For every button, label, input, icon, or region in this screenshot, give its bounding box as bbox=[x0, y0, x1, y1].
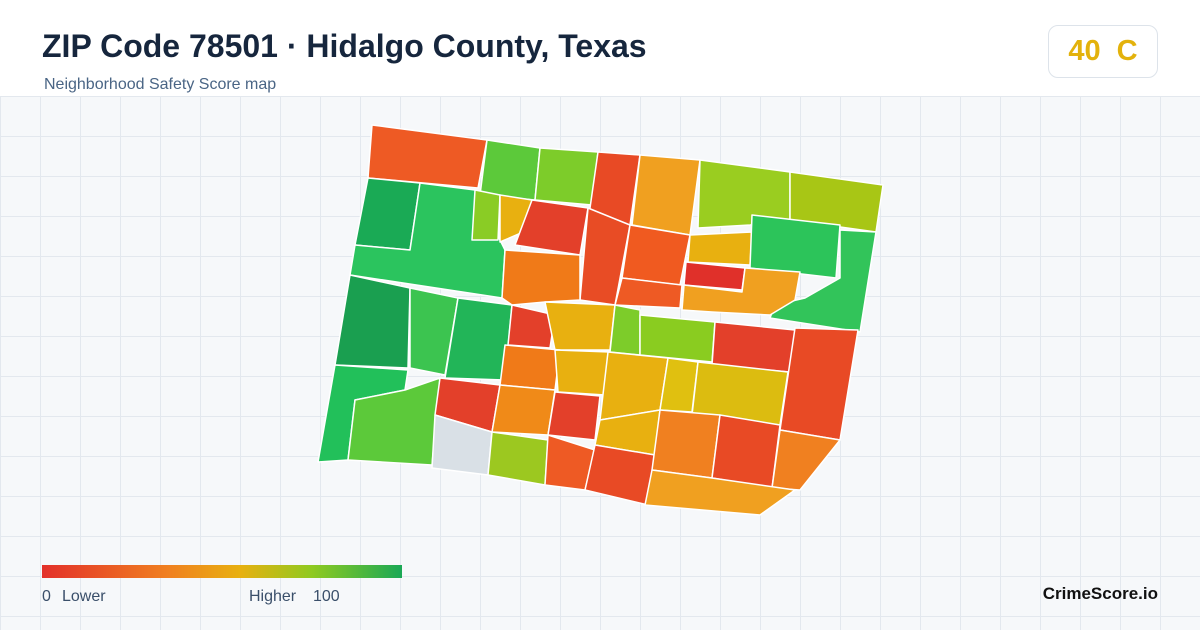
legend-min-label: Lower bbox=[62, 588, 106, 605]
legend-max-label: Higher bbox=[249, 588, 297, 605]
brand: CrimeScore.io bbox=[1042, 584, 1158, 603]
score: 40 bbox=[1068, 35, 1101, 67]
grade: C bbox=[1116, 35, 1138, 67]
legend-min: 0 bbox=[42, 588, 51, 605]
score-badge: 40 C bbox=[1048, 25, 1158, 78]
legend-gradient bbox=[42, 565, 402, 578]
subtitle: Neighborhood Safety Score map bbox=[44, 76, 277, 93]
legend-max: 100 bbox=[313, 588, 340, 605]
title: ZIP Code 78501 · Hidalgo County, Texas bbox=[42, 28, 647, 64]
header bbox=[0, 0, 1200, 96]
